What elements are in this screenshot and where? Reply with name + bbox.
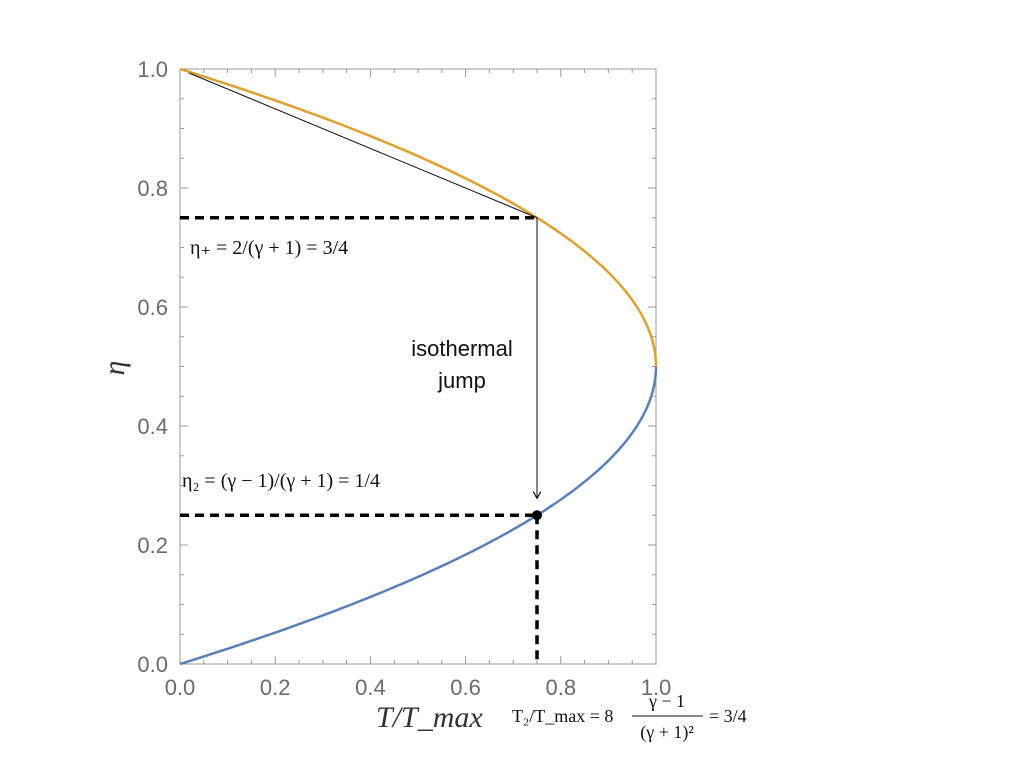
x-tick-label: 0.4 [355, 675, 386, 700]
x-tick-label: 0.6 [450, 675, 481, 700]
end-point-marker [532, 510, 542, 521]
eta-2-label: η₂ = (γ − 1)/(γ + 1) = 1/4 [182, 470, 380, 492]
y-tick-label: 1.0 [137, 57, 168, 82]
t2-denominator: (γ + 1)² [640, 722, 694, 743]
y-tick-label: 0.2 [137, 533, 168, 558]
t2-lhs: T₂/T_max = 8 [512, 706, 613, 726]
t2-rhs: = 3/4 [709, 706, 747, 726]
plot-frame [179, 68, 657, 665]
jump-label-line1: isothermal [411, 336, 512, 361]
x-tick-label: 0.2 [260, 675, 291, 700]
ticks [179, 68, 657, 665]
x-tick-label: 0.0 [165, 675, 196, 700]
x-tick-label: 0.8 [546, 675, 577, 700]
y-tick-label: 0.4 [137, 414, 168, 439]
eta-plus-label: η₊ = 2/(γ + 1) = 3/4 [190, 237, 348, 259]
x-axis-title: T/T_max [376, 701, 483, 734]
x-tick-label: 1.0 [641, 675, 672, 700]
y-tick-label: 0.6 [137, 295, 168, 320]
y-tick-label: 0.8 [137, 176, 168, 201]
y-tick-label: 0.0 [137, 652, 168, 677]
y-axis-title: η [98, 361, 131, 376]
tick-labels: 0.0 0.2 0.4 0.6 0.8 1.0 0.0 0.2 0.4 0.6 0.8 1.0 [137, 57, 671, 700]
lower-branch-curve [179, 366, 658, 666]
upper-branch-curve [179, 67, 658, 367]
t2-numerator: γ − 1 [648, 691, 685, 711]
jump-label-line2: jump [437, 368, 486, 393]
tangent-line [188, 72, 538, 219]
